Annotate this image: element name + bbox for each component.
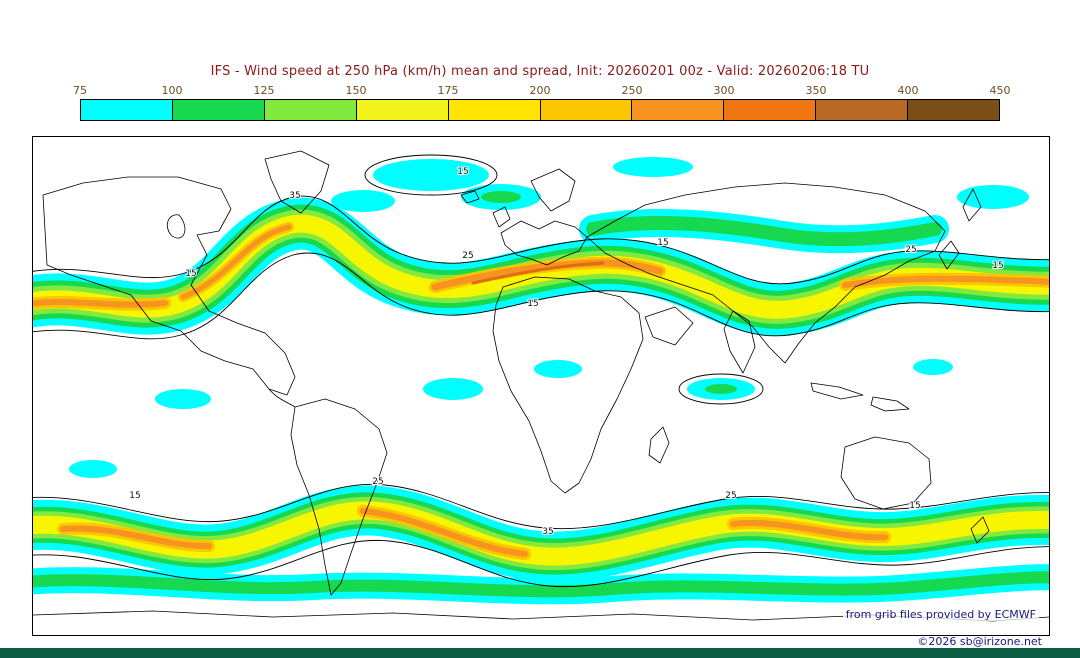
colorbar-tick: 200 bbox=[529, 84, 551, 97]
colorbar-segment bbox=[171, 100, 264, 120]
wind-speed-bands-shape bbox=[360, 508, 528, 557]
coastlines-shape bbox=[166, 214, 186, 239]
coastlines-shape bbox=[530, 168, 576, 212]
spread-contours-shape bbox=[33, 483, 1049, 530]
colorbar-segment bbox=[447, 100, 540, 120]
spread-contours-shape bbox=[364, 154, 498, 196]
map-area: 15 35 25 15 25 15 15 15 15 25 35 25 15 f… bbox=[32, 136, 1050, 636]
contour-labels: 15 35 25 15 25 15 15 15 15 25 35 25 15 bbox=[128, 166, 1004, 538]
colorbar-segment bbox=[631, 100, 724, 120]
colorbar-segment bbox=[81, 100, 172, 120]
coastlines-shape bbox=[962, 188, 982, 222]
wind-speed-bands-shape bbox=[33, 298, 168, 308]
colorbar-tick: 125 bbox=[253, 84, 275, 97]
colorbar-tick: 250 bbox=[621, 84, 643, 97]
contour-label: 15 bbox=[527, 299, 538, 309]
wind-speed-bands-shape bbox=[155, 389, 211, 409]
coastlines-shape bbox=[42, 176, 296, 396]
credit-ecmwf: from grib files provided by ECMWF bbox=[842, 608, 1039, 621]
colorbar-gradient bbox=[80, 99, 1000, 121]
wind-speed-bands-shape bbox=[534, 360, 582, 378]
coastlines-shape bbox=[264, 150, 330, 214]
coastlines-shape bbox=[840, 436, 932, 510]
contour-label: 15 bbox=[992, 261, 1003, 271]
colorbar-tick: 350 bbox=[805, 84, 827, 97]
contour-label: 35 bbox=[542, 527, 553, 537]
wind-speed-bands-shape bbox=[481, 191, 521, 203]
spread-contours bbox=[33, 154, 1049, 588]
colorbar-segment bbox=[815, 100, 908, 120]
contour-label: 25 bbox=[905, 245, 916, 255]
wind-speed-bands bbox=[33, 157, 1049, 605]
contour-label: 25 bbox=[462, 251, 473, 261]
colorbar-tick: 100 bbox=[161, 84, 183, 97]
coastlines-shape bbox=[268, 388, 296, 408]
coastlines-shape bbox=[644, 306, 694, 346]
coastlines-shape bbox=[492, 206, 511, 228]
wind-speed-bands-shape bbox=[33, 571, 1049, 598]
coastlines-shape bbox=[492, 276, 644, 494]
wind-speed-bands-shape bbox=[423, 378, 483, 400]
contour-label: 25 bbox=[372, 477, 383, 487]
chart-title: IFS - Wind speed at 250 hPa (km/h) mean … bbox=[210, 64, 870, 79]
coastlines-shape bbox=[648, 426, 670, 464]
coastlines-shape bbox=[723, 310, 756, 374]
coastlines-shape bbox=[290, 398, 388, 596]
contour-label: 15 bbox=[657, 238, 668, 248]
wind-speed-bands-shape bbox=[586, 215, 942, 247]
colorbar-segment bbox=[907, 100, 1000, 120]
colorbar-tick: 150 bbox=[345, 84, 367, 97]
coastlines-shape bbox=[810, 382, 864, 400]
colorbar-tick: 400 bbox=[897, 84, 919, 97]
coastlines-shape bbox=[586, 182, 946, 364]
contour-label: 15 bbox=[909, 501, 920, 511]
world-map-svg: 15 35 25 15 25 15 15 15 15 25 35 25 15 bbox=[33, 150, 1049, 622]
wind-speed-bands-shape bbox=[60, 525, 212, 550]
colorbar-tick: 300 bbox=[713, 84, 735, 97]
bottom-bar bbox=[0, 648, 1080, 658]
wind-speed-bands-shape bbox=[471, 261, 605, 285]
wind-speed-bands-shape bbox=[331, 190, 395, 212]
coastlines-shape bbox=[870, 396, 910, 412]
wind-speed-bands-shape bbox=[913, 359, 953, 375]
colorbar-tick: 175 bbox=[437, 84, 459, 97]
spread-contours-shape bbox=[33, 195, 1049, 285]
wind-speed-bands-shape bbox=[180, 224, 292, 300]
colorbar-tick: 450 bbox=[989, 84, 1011, 97]
wind-speed-bands-shape bbox=[613, 157, 693, 177]
colorbar-segment bbox=[723, 100, 816, 120]
spread-contours-shape bbox=[33, 252, 1049, 340]
contour-label: 15 bbox=[185, 269, 196, 279]
contour-label: 15 bbox=[129, 491, 140, 501]
wind-speed-bands-shape bbox=[957, 185, 1029, 209]
wind-speed-bands-shape bbox=[730, 519, 888, 541]
credit-copyright: ©2026 sb@irizone.net bbox=[917, 635, 1042, 648]
spread-contours-shape bbox=[33, 539, 1049, 588]
colorbar-segment bbox=[355, 100, 448, 120]
contour-label: 25 bbox=[725, 491, 736, 501]
coastlines-shape bbox=[970, 516, 990, 544]
wind-speed-bands-shape bbox=[705, 384, 737, 394]
colorbar-segment bbox=[539, 100, 632, 120]
colorbar-tick-labels: 75 100 125 150 175 200 250 300 350 400 450 bbox=[73, 84, 1011, 99]
colorbar-tick: 75 bbox=[73, 84, 87, 97]
colorbar: 75 100 125 150 175 200 250 300 350 400 450 bbox=[73, 84, 1011, 121]
wind-speed-bands-shape bbox=[69, 460, 117, 478]
colorbar-segment bbox=[263, 100, 356, 120]
coastlines-shape bbox=[500, 220, 588, 266]
spread-contours-shape bbox=[678, 373, 764, 405]
coastlines-shape bbox=[460, 190, 480, 204]
contour-label: 35 bbox=[289, 191, 300, 201]
contour-label: 15 bbox=[457, 167, 468, 177]
wind-speed-bands-shape bbox=[373, 159, 489, 191]
